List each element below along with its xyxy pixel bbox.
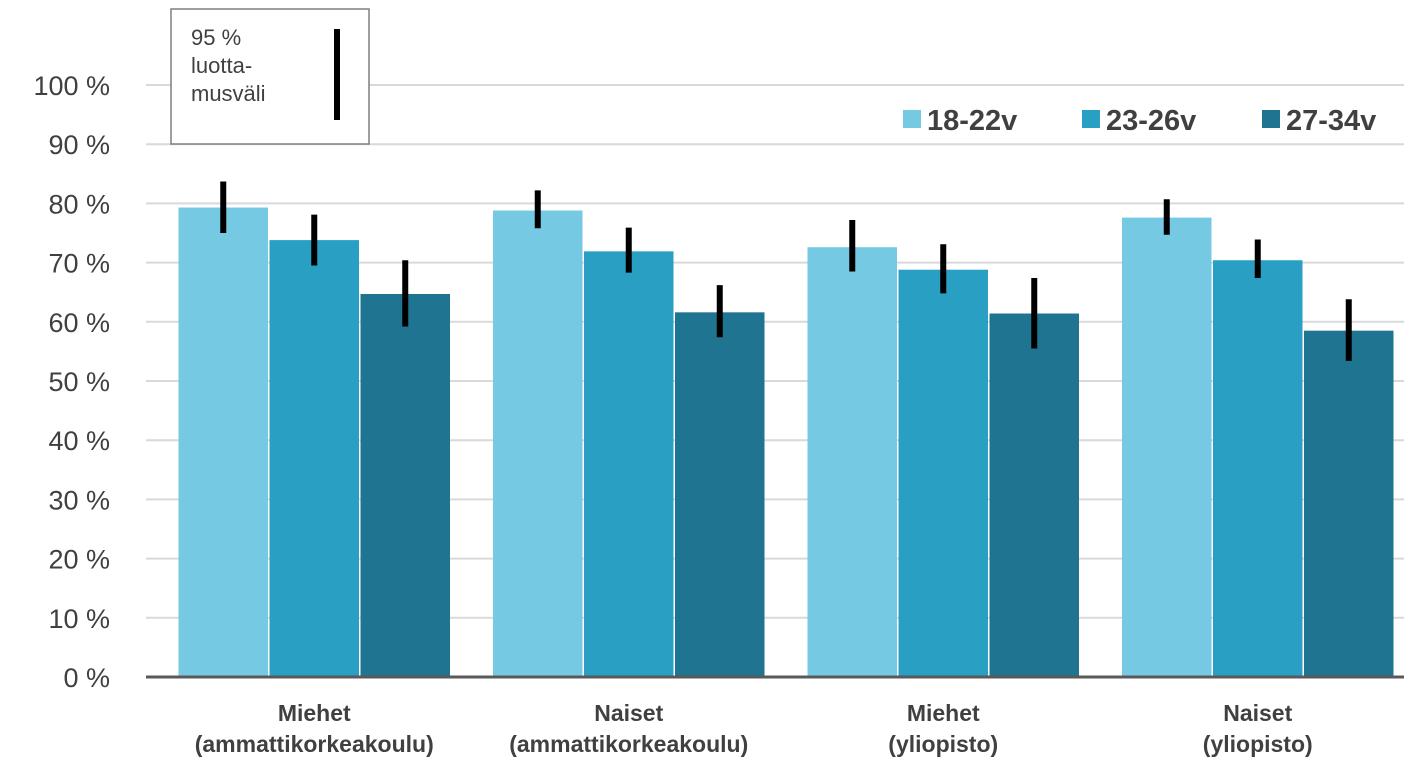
bar-18-22v-2 bbox=[807, 247, 897, 677]
legend-swatch-23-26v bbox=[1082, 110, 1100, 128]
legend-label-27-34v: 27-34v bbox=[1286, 105, 1376, 137]
bar-18-22v-1 bbox=[493, 210, 583, 677]
legend-swatch-18-22v bbox=[903, 110, 921, 128]
bar-27-34v-3 bbox=[1304, 330, 1394, 677]
y-tick-label: 70 % bbox=[48, 249, 110, 279]
x-category-label: Naiset (yliopisto) bbox=[1203, 700, 1313, 757]
axes: 0 % 10 % 20 % 30 % 40 % 50 % 60 % 70 % 80 % 90 % 1… bbox=[33, 71, 1404, 757]
error-bars bbox=[220, 181, 1352, 361]
legend-swatch-27-34v bbox=[1262, 110, 1280, 128]
y-tick-label: 50 % bbox=[48, 367, 110, 397]
bar-27-34v-0 bbox=[360, 293, 450, 677]
x-category-label: Naiset (ammattikorkeakoulu) bbox=[509, 700, 748, 757]
note-text: 95 % luotta-musväli bbox=[191, 25, 266, 106]
y-tick-label: 10 % bbox=[48, 604, 110, 634]
legend-label-23-26v: 23-26v bbox=[1106, 105, 1196, 137]
bar-18-22v-3 bbox=[1122, 217, 1212, 677]
bars bbox=[178, 207, 1394, 678]
y-tick-label: 30 % bbox=[48, 485, 110, 515]
bar-23-26v-1 bbox=[584, 251, 674, 678]
bar-23-26v-0 bbox=[269, 240, 359, 677]
bar-18-22v-0 bbox=[178, 207, 268, 677]
x-category-label: Miehet (ammattikorkeakoulu) bbox=[195, 700, 434, 757]
legend: 18-22v 23-26v 27-34v bbox=[903, 105, 1376, 137]
y-tick-label: 20 % bbox=[48, 545, 110, 575]
bar-27-34v-1 bbox=[675, 312, 765, 677]
bar-27-34v-2 bbox=[989, 313, 1079, 677]
y-tick-label: 80 % bbox=[48, 189, 110, 219]
y-tick-label: 90 % bbox=[48, 130, 110, 160]
y-tick-label: 40 % bbox=[48, 426, 110, 456]
bar-23-26v-3 bbox=[1213, 260, 1303, 677]
x-category-label: Miehet (yliopisto) bbox=[888, 700, 998, 757]
legend-label-18-22v: 18-22v bbox=[927, 105, 1017, 137]
y-tick-label: 60 % bbox=[48, 308, 110, 338]
confidence-interval-note: 95 % luotta-musväli bbox=[170, 8, 370, 145]
bar-23-26v-2 bbox=[898, 269, 988, 677]
y-tick-label: 100 % bbox=[33, 71, 110, 101]
y-tick-label: 0 % bbox=[63, 663, 110, 693]
